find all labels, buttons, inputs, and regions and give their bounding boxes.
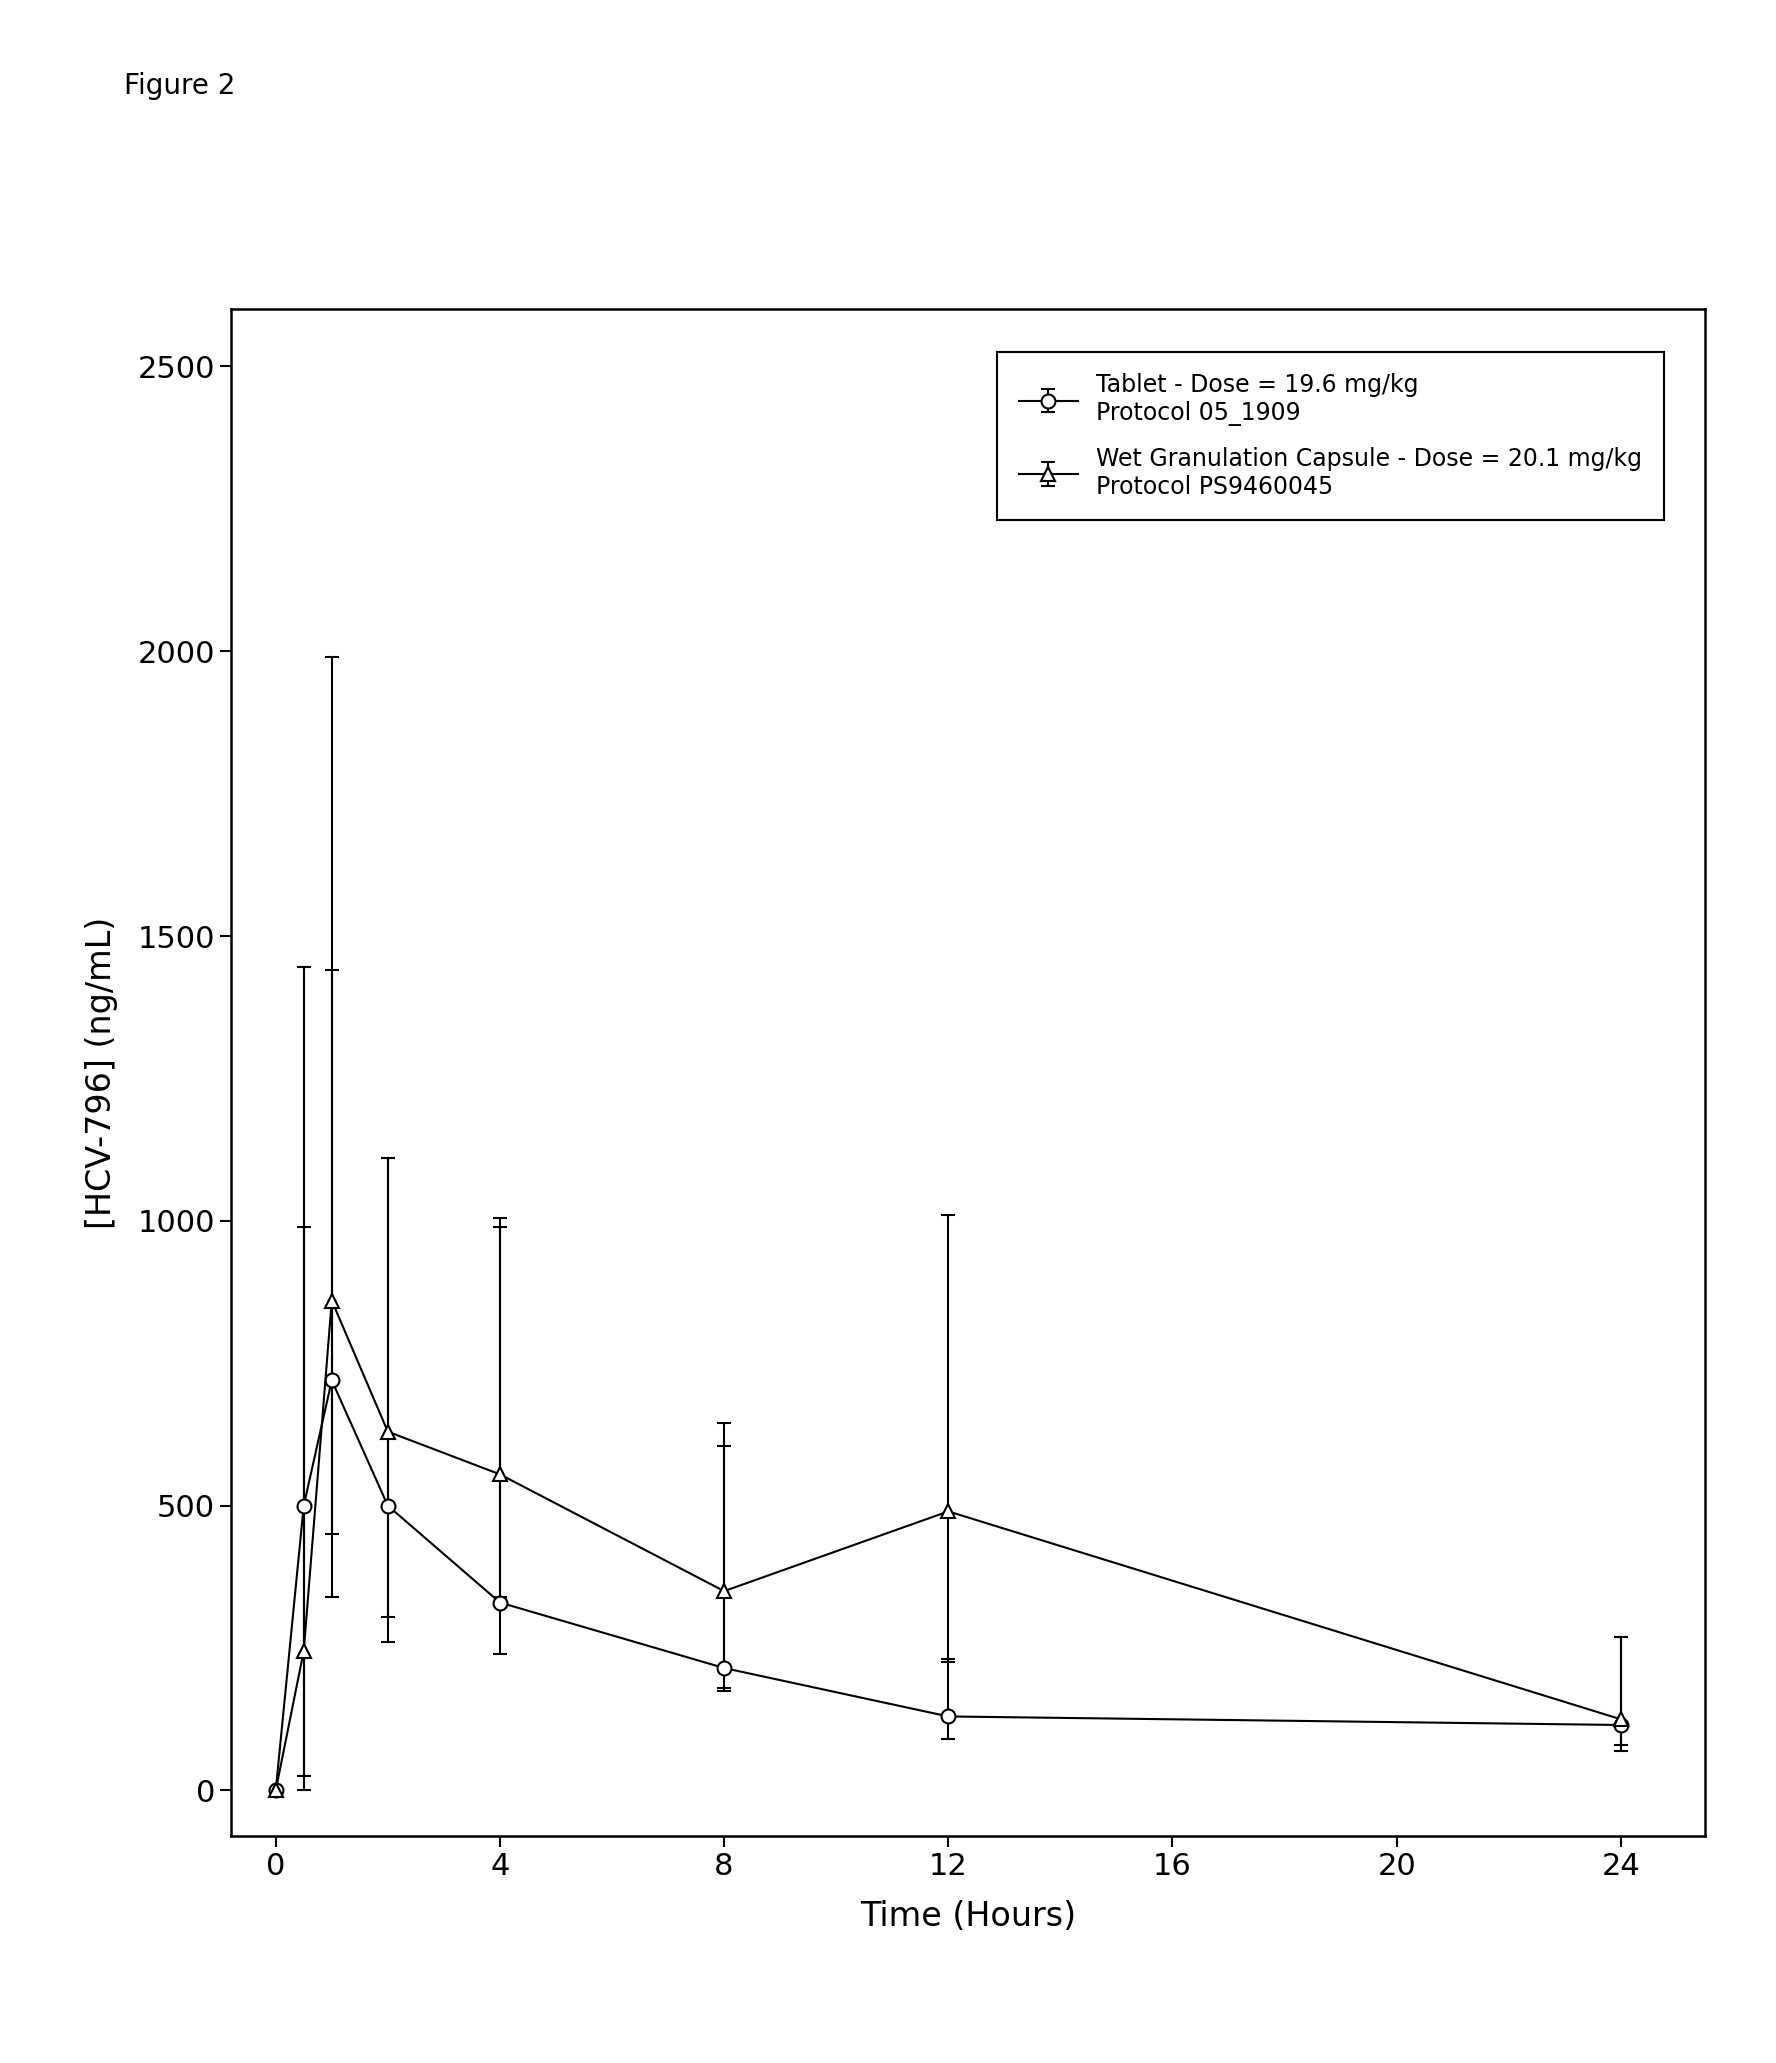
Text: Figure 2: Figure 2 xyxy=(124,72,236,101)
Legend: Tablet - Dose = 19.6 mg/kg
Protocol 05_1909, Wet Granulation Capsule - Dose = 20: Tablet - Dose = 19.6 mg/kg Protocol 05_1… xyxy=(998,353,1664,520)
X-axis label: Time (Hours): Time (Hours) xyxy=(860,1900,1076,1933)
Y-axis label: [HCV-796] (ng/mL): [HCV-796] (ng/mL) xyxy=(85,916,117,1230)
